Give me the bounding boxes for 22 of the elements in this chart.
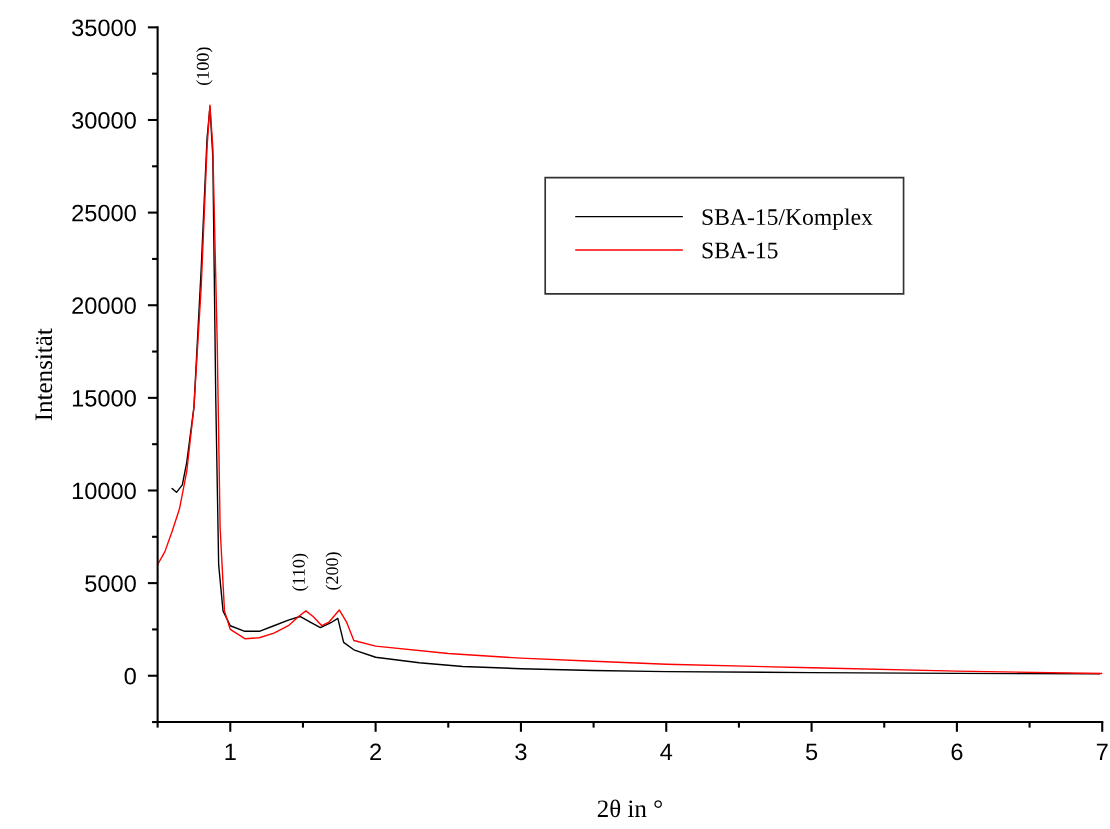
annotation: (110): [292, 553, 309, 591]
y-tick-label: 30000: [72, 112, 136, 129]
y-tick-label: 35000: [72, 19, 136, 37]
x-tick-label: 3: [515, 743, 527, 761]
x-tick-label: 1: [225, 743, 236, 760]
x-tick-label: 4: [660, 743, 673, 760]
annotation: (100): [196, 47, 213, 85]
y-tick-label: 20000: [72, 297, 136, 315]
legend-label: SBA-15: [702, 242, 778, 259]
y-tick-label: 0: [124, 667, 136, 685]
annotation: (200): [325, 552, 342, 590]
legend-label: SBA-15/Komplex: [702, 208, 873, 230]
x-tick-label: 5: [805, 743, 818, 761]
y-axis-title: Intensität: [35, 328, 53, 421]
x-tick-label: 6: [951, 743, 963, 761]
x-axis-title: 2θ in °: [597, 799, 662, 818]
y-tick-label: 10000: [72, 482, 136, 500]
x-tick-label: 2: [370, 743, 381, 760]
x-tick-label: 7: [1096, 743, 1108, 760]
y-tick-label: 25000: [72, 204, 136, 222]
y-tick-label: 15000: [72, 389, 136, 407]
y-tick-label: 5000: [85, 575, 136, 592]
